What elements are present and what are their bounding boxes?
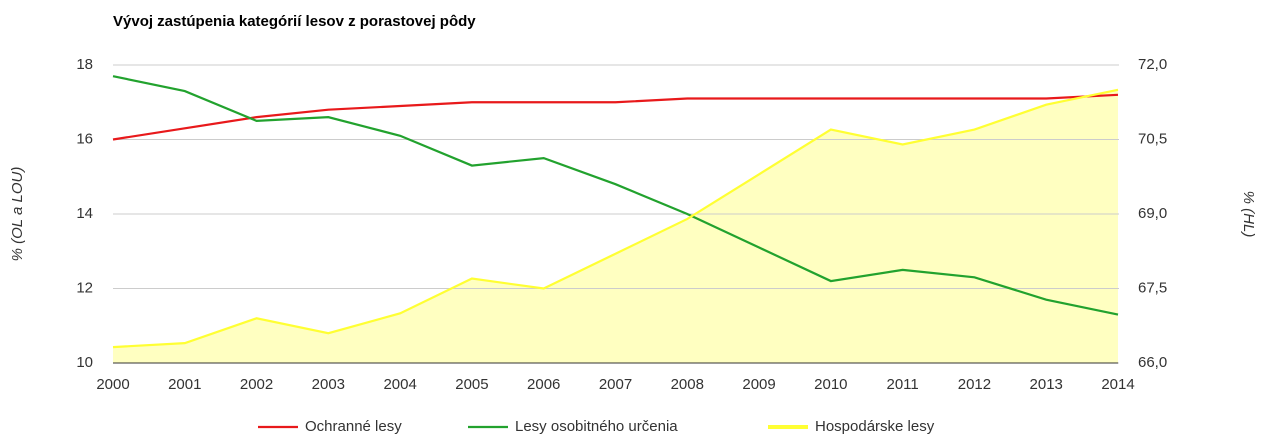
y2-axis-label: % (HL) — [1240, 191, 1257, 238]
x-tick-label: 2012 — [958, 376, 991, 393]
x-tick-label: 2001 — [168, 376, 201, 393]
legend-label: Ochranné lesy — [305, 418, 402, 435]
y-tick-label: 12 — [76, 279, 93, 296]
line — [112, 93, 1119, 141]
x-tick-label: 2008 — [671, 376, 704, 393]
x-tick-label: 2003 — [312, 376, 345, 393]
y-axis-label: % (OL a LOU) — [9, 167, 26, 262]
x-tick-label: 2009 — [742, 376, 775, 393]
chart-title: Vývoj zastúpenia kategórií lesov z poras… — [113, 13, 476, 30]
line — [112, 88, 1119, 349]
x-tick-label: 2006 — [527, 376, 560, 393]
legend-label: Lesy osobitného určenia — [515, 418, 678, 435]
y2-tick-label: 66,0 — [1138, 354, 1167, 371]
x-tick-label: 2002 — [240, 376, 273, 393]
x-tick-label: 2005 — [455, 376, 488, 393]
y-tick-label: 16 — [76, 130, 93, 147]
x-tick-label: 2000 — [96, 376, 129, 393]
legend-label: Hospodárske lesy — [815, 418, 935, 435]
x-tick-label: 2004 — [383, 376, 416, 393]
x-tick-label: 2010 — [814, 376, 847, 393]
x-tick-label: 2013 — [1030, 376, 1063, 393]
x-tick-label: 2014 — [1101, 376, 1134, 393]
area — [113, 89, 1118, 363]
y-tick-label: 18 — [76, 56, 93, 73]
y2-tick-label: 67,5 — [1138, 279, 1167, 296]
x-tick-label: 2011 — [887, 376, 919, 393]
x-tick-label: 2007 — [599, 376, 632, 393]
y-tick-label: 10 — [76, 354, 93, 371]
y2-tick-label: 69,0 — [1138, 205, 1167, 222]
y2-tick-label: 70,5 — [1138, 130, 1167, 147]
y-tick-label: 14 — [76, 205, 93, 222]
line — [112, 75, 1119, 316]
y2-tick-label: 72,0 — [1138, 56, 1167, 73]
